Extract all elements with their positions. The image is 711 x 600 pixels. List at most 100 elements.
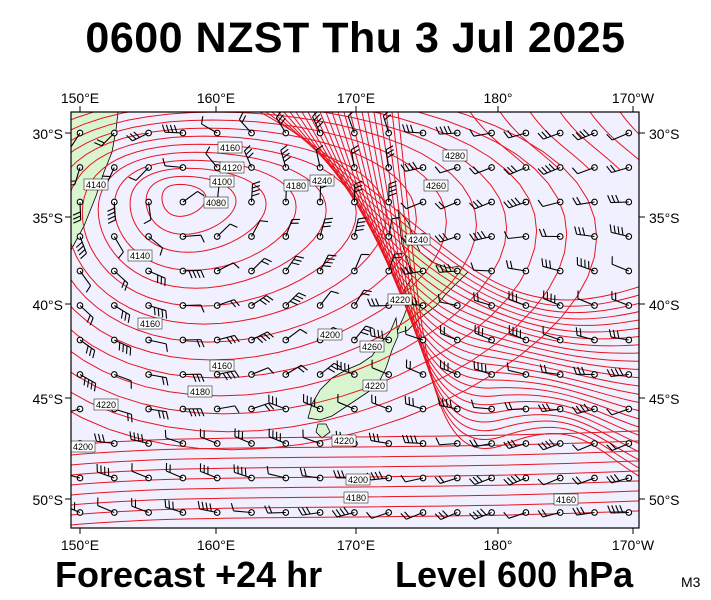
wind-barb <box>213 223 238 240</box>
barb-shaft <box>337 367 355 376</box>
contour-line <box>619 112 639 135</box>
barb-feather <box>575 132 582 139</box>
barb-feather <box>541 131 548 139</box>
wind-barb <box>607 194 633 206</box>
wind-barb <box>606 367 633 378</box>
contour-label-box <box>217 141 243 154</box>
barb-shaft <box>302 436 321 445</box>
contour-label: 4180 <box>343 491 369 504</box>
barb-feather <box>470 262 475 271</box>
top-lon-label: 170°W <box>612 90 655 106</box>
barb-feather <box>608 329 612 338</box>
barb-shaft <box>353 325 367 341</box>
barb-shaft <box>439 235 458 243</box>
wind-barb <box>505 260 530 275</box>
barb-feather <box>434 166 441 174</box>
barb-shaft <box>251 367 269 376</box>
barb-shaft <box>576 334 595 341</box>
barb-feather <box>299 467 303 476</box>
contour-line <box>319 112 639 371</box>
barb-feather <box>472 476 479 484</box>
barb-feather <box>267 331 274 338</box>
contour-label: 4160 <box>209 359 235 372</box>
left-lat-label: 50°S <box>32 492 63 508</box>
barb-station <box>488 164 495 171</box>
wind-barb <box>503 474 530 486</box>
barb-feather <box>367 298 372 307</box>
barb-shaft <box>610 201 629 204</box>
barb-feather <box>331 510 338 518</box>
barb-shaft <box>315 149 321 168</box>
barb-feather <box>90 381 93 390</box>
barb-shaft <box>285 219 293 237</box>
barb-feather <box>188 270 193 279</box>
wind-barb <box>404 395 427 413</box>
barb-feather <box>514 474 521 481</box>
barb-shaft <box>370 440 389 445</box>
barb-feather <box>435 126 440 135</box>
contour-label: 4160 <box>137 317 163 330</box>
south-island <box>307 316 399 421</box>
barb-feather <box>188 408 193 417</box>
barb-shaft <box>165 437 184 445</box>
wind-barb <box>145 336 168 352</box>
barb-shaft <box>577 477 595 485</box>
contour-label-text: 4220 <box>96 400 116 410</box>
barb-feather <box>549 260 552 269</box>
contour-label-text: 4200 <box>320 330 340 340</box>
wind-barb <box>230 503 255 516</box>
wind-barb <box>473 292 495 309</box>
wind-barb <box>351 217 367 240</box>
wind-barb <box>205 146 221 171</box>
barb-feather <box>62 146 70 148</box>
barb-feather <box>473 438 479 447</box>
barb-feather <box>545 403 551 411</box>
contour-label-box <box>317 328 343 341</box>
barb-feather <box>333 470 337 479</box>
barb-shaft <box>577 166 595 175</box>
barb-feather <box>577 366 582 375</box>
barb-feather <box>127 314 131 323</box>
barb-shaft <box>508 369 527 376</box>
barb-feather <box>280 144 288 151</box>
wind-barb <box>572 196 598 206</box>
contour-line <box>385 112 639 461</box>
barb-feather <box>87 379 90 388</box>
barb-shaft <box>164 165 183 169</box>
barb-feather <box>200 339 205 348</box>
barb-shaft <box>508 201 527 209</box>
barb-feather <box>505 260 509 269</box>
contour-label: 4160 <box>217 141 243 154</box>
wind-barb <box>537 403 564 413</box>
barb-shaft <box>353 289 365 306</box>
contour-label-text: 4100 <box>212 177 232 187</box>
barb-feather <box>435 437 440 445</box>
barb-feather <box>404 266 410 274</box>
contour-label-text: 4180 <box>286 181 306 191</box>
contour-label: 4100 <box>209 175 235 188</box>
barb-feather <box>613 474 620 482</box>
wind-barb <box>382 112 393 137</box>
barb-feather <box>261 260 270 266</box>
barb-feather <box>435 264 440 273</box>
contour-label-text: 4240 <box>408 235 428 245</box>
wind-barb <box>434 509 461 521</box>
wind-barb <box>268 428 290 447</box>
contour-label-box <box>209 359 235 372</box>
barb-feather <box>607 505 612 514</box>
barb-feather <box>470 399 475 408</box>
barb-feather <box>506 362 509 371</box>
barb-feather <box>337 470 341 479</box>
barb-feather <box>476 199 483 207</box>
barb-shaft <box>79 374 96 384</box>
contour-label-text: 4260 <box>362 342 382 352</box>
wind-barb <box>571 440 598 451</box>
wind-barb <box>537 474 564 486</box>
contour-label-box <box>359 340 385 353</box>
barb-shaft <box>440 511 458 521</box>
barb-feather <box>621 227 624 236</box>
wind-barb <box>266 465 290 482</box>
contour-line <box>71 112 598 451</box>
barb-shaft <box>268 436 287 445</box>
barb-feather <box>610 475 616 483</box>
